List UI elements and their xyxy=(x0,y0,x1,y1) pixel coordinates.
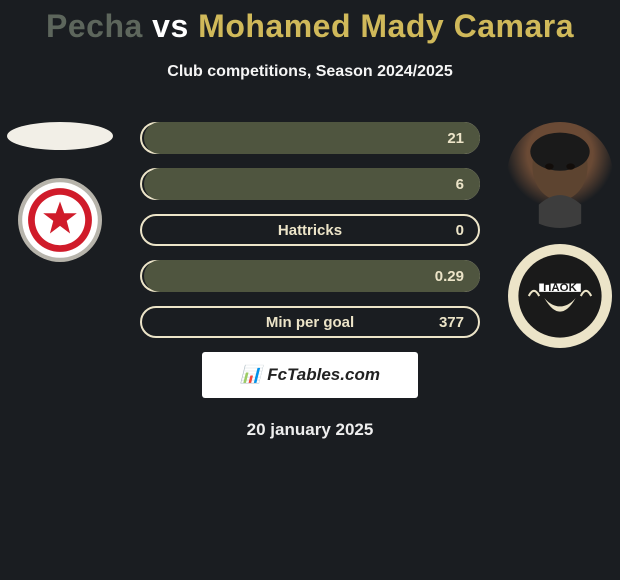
stat-row: Goals 6 xyxy=(140,168,480,200)
player-right-column: ΠAOK xyxy=(500,112,620,348)
stat-label: Hattricks xyxy=(278,222,342,239)
stat-value-right: 0 xyxy=(456,222,464,239)
title-player2: Mohamed Mady Camara xyxy=(198,8,574,44)
subtitle: Club competitions, Season 2024/2025 xyxy=(0,63,620,81)
stat-label: Min per goal xyxy=(266,314,354,331)
stat-value-right: 0.29 xyxy=(435,268,464,285)
stat-row: Min per goal 377 xyxy=(140,306,480,338)
stat-fill xyxy=(144,168,480,200)
stat-fill xyxy=(144,122,480,154)
player-left-avatar xyxy=(7,122,113,150)
stat-value-right: 6 xyxy=(456,176,464,193)
stat-bars: Matches 21 Goals 6 Hattricks 0 Goals per… xyxy=(140,122,480,440)
branding-text: FcTables.com xyxy=(267,365,380,385)
snapshot-date: 20 january 2025 xyxy=(140,420,480,440)
title-vs: vs xyxy=(143,8,198,44)
svg-text:ΠAOK: ΠAOK xyxy=(543,282,577,294)
stat-row: Matches 21 xyxy=(140,122,480,154)
player-left-club-badge xyxy=(18,178,102,262)
player-right-club-badge: ΠAOK xyxy=(508,244,612,348)
title-player1: Pecha xyxy=(46,8,143,44)
page-title: Pecha vs Mohamed Mady Camara xyxy=(0,0,620,45)
player-left-column xyxy=(0,112,120,262)
player-right-avatar xyxy=(507,122,613,228)
branding-box: 📊 FcTables.com xyxy=(202,352,418,398)
stat-value-right: 21 xyxy=(447,130,464,147)
stat-fill xyxy=(144,260,480,292)
stat-value-right: 377 xyxy=(439,314,464,331)
stat-row: Goals per match 0.29 xyxy=(140,260,480,292)
chart-icon: 📊 xyxy=(240,365,261,385)
stat-row: Hattricks 0 xyxy=(140,214,480,246)
